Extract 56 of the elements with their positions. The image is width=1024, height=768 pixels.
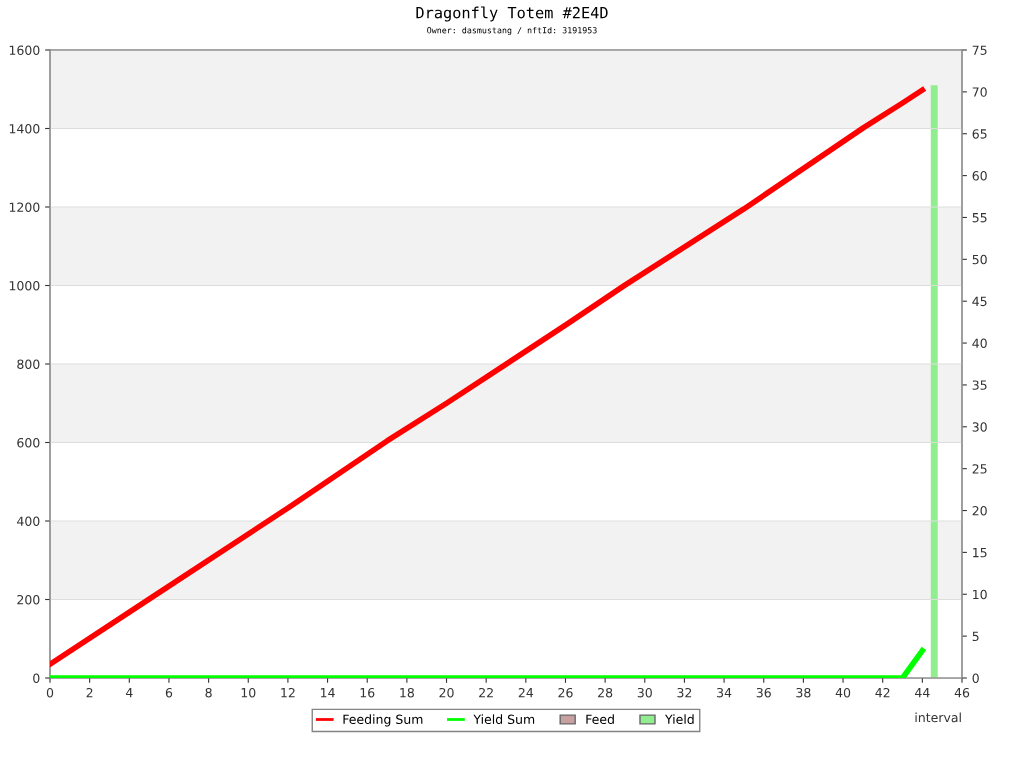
y-tick-label: 400 xyxy=(17,516,40,526)
y-tick-label: 800 xyxy=(17,359,40,369)
x-tick-label: 46 xyxy=(954,687,970,698)
x-tick-label: 22 xyxy=(479,687,493,698)
x-tick-label: 24 xyxy=(518,687,534,698)
legend-label: Feeding Sum xyxy=(343,714,423,727)
y2-tick-label: 75 xyxy=(972,45,987,55)
x-tick-label: 10 xyxy=(241,687,256,698)
y-tick-label: 1000 xyxy=(9,280,40,291)
x-tick-label: 16 xyxy=(360,687,375,698)
y2-tick-label: 65 xyxy=(972,129,987,139)
legend-label: Yield xyxy=(664,714,694,725)
x-tick-label: 6 xyxy=(165,687,173,698)
y2-tick-label: 45 xyxy=(972,296,987,307)
y2-tick-label: 50 xyxy=(972,254,987,265)
x-tick-label: 32 xyxy=(677,687,692,698)
y2-tick-label: 15 xyxy=(973,548,987,558)
y-tick-label: 1400 xyxy=(9,123,40,134)
x-tick-label: 38 xyxy=(796,687,811,698)
y-tick-label: 600 xyxy=(17,437,40,448)
legend-label: Feed xyxy=(586,714,614,725)
y-tick-label: 1600 xyxy=(9,45,40,55)
y-tick-label: 1200 xyxy=(9,202,40,212)
x-tick-label: 2 xyxy=(86,687,93,698)
y-tick-label: 0 xyxy=(33,673,40,683)
y2-tick-label: 70 xyxy=(972,87,987,97)
y2-tick-label: 5 xyxy=(972,631,979,642)
x-tick-label: 8 xyxy=(205,687,212,698)
y2-tick-label: 60 xyxy=(972,171,987,181)
x-tick-label: 20 xyxy=(439,687,454,698)
x-tick-label: 14 xyxy=(320,688,335,698)
y-tick-label: 200 xyxy=(17,594,40,605)
y2-tick-label: 20 xyxy=(972,506,987,516)
x-tick-label: 4 xyxy=(125,688,133,698)
y2-tick-label: 40 xyxy=(972,338,987,348)
legend-label: Yield Sum xyxy=(473,714,535,725)
chart-title: Dragonfly Totem #2E4D xyxy=(416,6,608,22)
chart-subtitle: Owner: dasmustang / nftId: 3191953 xyxy=(427,26,597,36)
x-tick-label: 30 xyxy=(637,687,652,698)
x-tick-label: 18 xyxy=(400,687,414,698)
y2-tick-label: 55 xyxy=(972,213,987,223)
y2-tick-label: 25 xyxy=(972,464,987,474)
y2-tick-label: 35 xyxy=(972,380,987,390)
x-tick-label: 26 xyxy=(558,687,573,698)
y2-tick-label: 30 xyxy=(972,422,987,432)
x-tick-label: 40 xyxy=(835,687,851,698)
y2-tick-label: 0 xyxy=(972,673,979,683)
x-tick-label: 42 xyxy=(875,687,890,698)
x-tick-label: 28 xyxy=(598,687,613,698)
x-tick-label: 34 xyxy=(717,687,732,698)
x-tick-label: 36 xyxy=(756,687,771,698)
x-tick-label: 44 xyxy=(915,688,930,698)
x-tick-label: 0 xyxy=(46,687,54,698)
y2-tick-label: 10 xyxy=(973,589,987,600)
x-tick-label: 12 xyxy=(281,687,295,698)
x-axis-title: interval xyxy=(915,712,961,723)
